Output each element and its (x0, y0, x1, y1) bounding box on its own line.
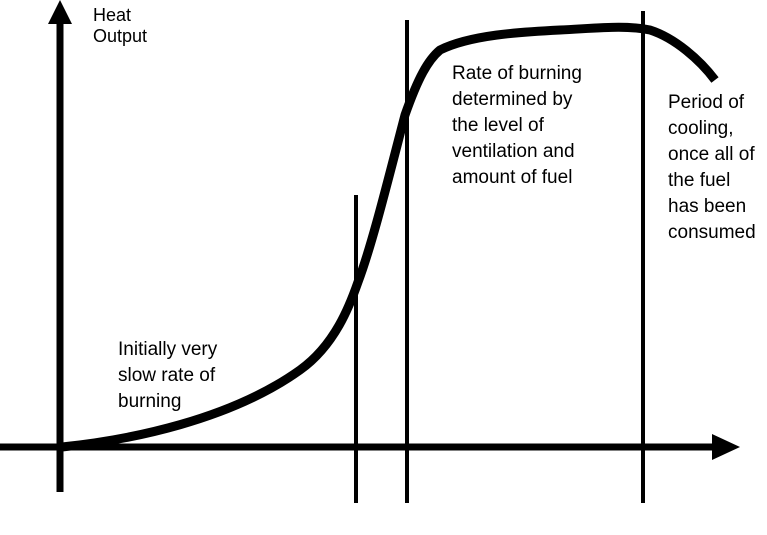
fully-developed-phase-label-line: determined by (452, 89, 573, 110)
decay-phase-label-line: the fuel (668, 170, 731, 191)
y-axis-label-line: Heat (93, 5, 132, 25)
fully-developed-phase-label: Rate of burning determined by the level … (452, 61, 582, 191)
fully-developed-phase-label-line: amount of fuel (452, 167, 573, 188)
decay-phase-label-line: cooling, (668, 118, 734, 139)
fully-developed-phase-label-line: ventilation and (452, 141, 575, 162)
growth-phase-label-line: slow rate of (118, 365, 216, 386)
growth-phase-label-line: burning (118, 391, 182, 412)
growth-phase-label-line: Initially very (118, 339, 218, 360)
decay-phase-label: Period of cooling, once all of the fuel … (668, 90, 756, 246)
decay-phase-label-line: has been (668, 196, 747, 217)
y-axis-arrowhead (48, 0, 72, 24)
fully-developed-phase-label-line: the level of (452, 115, 544, 136)
heat-output-curve (61, 22, 719, 452)
x-axis-arrowhead (712, 434, 740, 460)
y-axis-label-line: Output (93, 26, 148, 46)
decay-phase-label-line: Period of (668, 92, 745, 113)
growth-phase-label: Initially very slow rate of burning (118, 337, 217, 415)
decay-phase-label-line: once all of (668, 144, 755, 165)
decay-phase-label-line: consumed (668, 222, 756, 243)
y-axis-label: Heat Output (93, 5, 147, 47)
fully-developed-phase-label-line: Rate of burning (452, 63, 582, 84)
